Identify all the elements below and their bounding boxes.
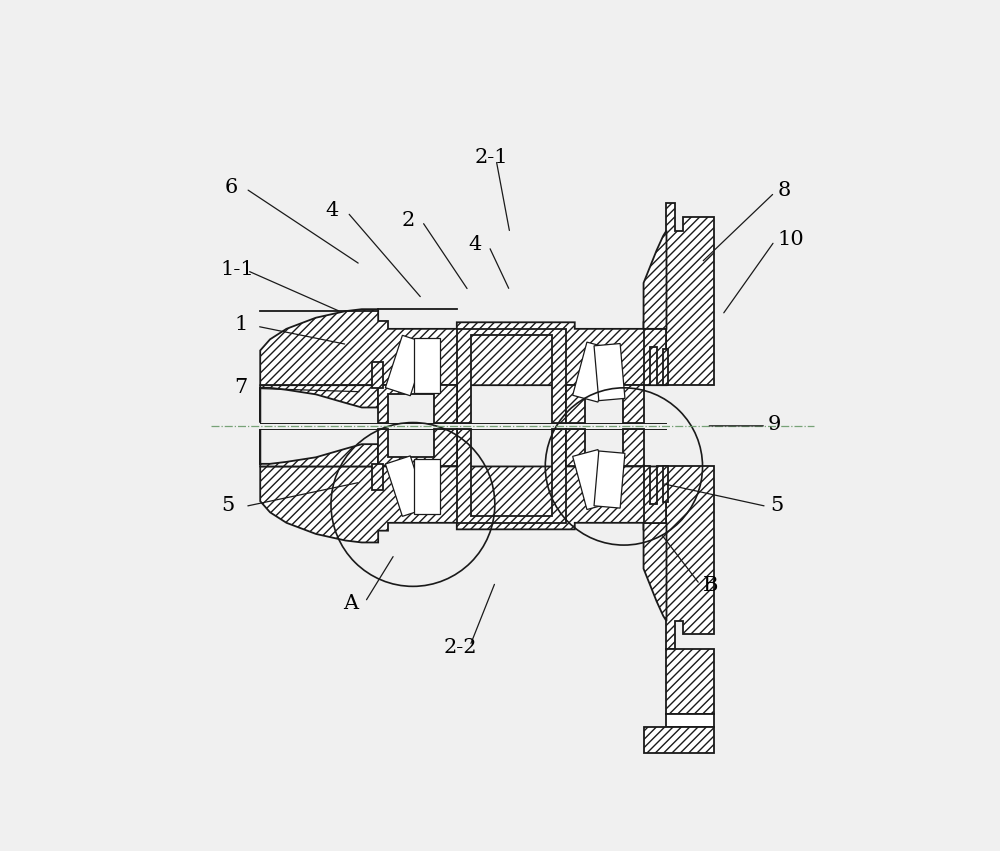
Bar [594, 344, 625, 401]
Polygon shape [666, 648, 714, 714]
Polygon shape [260, 309, 666, 386]
Polygon shape [260, 386, 378, 423]
Bar [573, 449, 612, 510]
Polygon shape [644, 466, 666, 523]
Text: 5: 5 [770, 495, 783, 515]
Bar [663, 349, 668, 386]
Text: 2-1: 2-1 [474, 148, 508, 168]
Bar [372, 362, 383, 388]
Polygon shape [644, 231, 666, 328]
Text: 10: 10 [778, 231, 805, 249]
Text: B: B [703, 576, 718, 595]
Text: 1-1: 1-1 [221, 260, 255, 279]
Bar [573, 342, 612, 402]
Polygon shape [378, 429, 457, 466]
Bar [414, 459, 440, 514]
Bar [663, 466, 668, 502]
Polygon shape [644, 328, 666, 386]
Bar [414, 338, 440, 393]
Text: 6: 6 [224, 178, 237, 197]
Text: 2-2: 2-2 [444, 637, 477, 657]
Polygon shape [378, 386, 457, 423]
Text: 5: 5 [221, 495, 234, 515]
Polygon shape [666, 203, 714, 386]
Text: 7: 7 [234, 378, 247, 397]
Bar [385, 335, 427, 396]
Bar [594, 451, 625, 508]
Text: 9: 9 [768, 415, 781, 434]
Polygon shape [457, 328, 566, 423]
Polygon shape [666, 466, 714, 648]
Polygon shape [260, 466, 666, 542]
Polygon shape [666, 714, 714, 728]
Polygon shape [457, 429, 566, 523]
Text: 4: 4 [326, 201, 339, 220]
Text: 4: 4 [468, 236, 481, 254]
Bar [372, 464, 383, 490]
Polygon shape [566, 429, 644, 466]
Text: 2: 2 [401, 210, 414, 230]
Polygon shape [566, 386, 644, 423]
Polygon shape [260, 429, 378, 466]
Bar [385, 456, 427, 517]
Polygon shape [644, 728, 714, 753]
Text: 8: 8 [778, 181, 791, 200]
Polygon shape [644, 523, 666, 621]
Text: A: A [343, 594, 359, 613]
Text: 1: 1 [234, 316, 247, 334]
